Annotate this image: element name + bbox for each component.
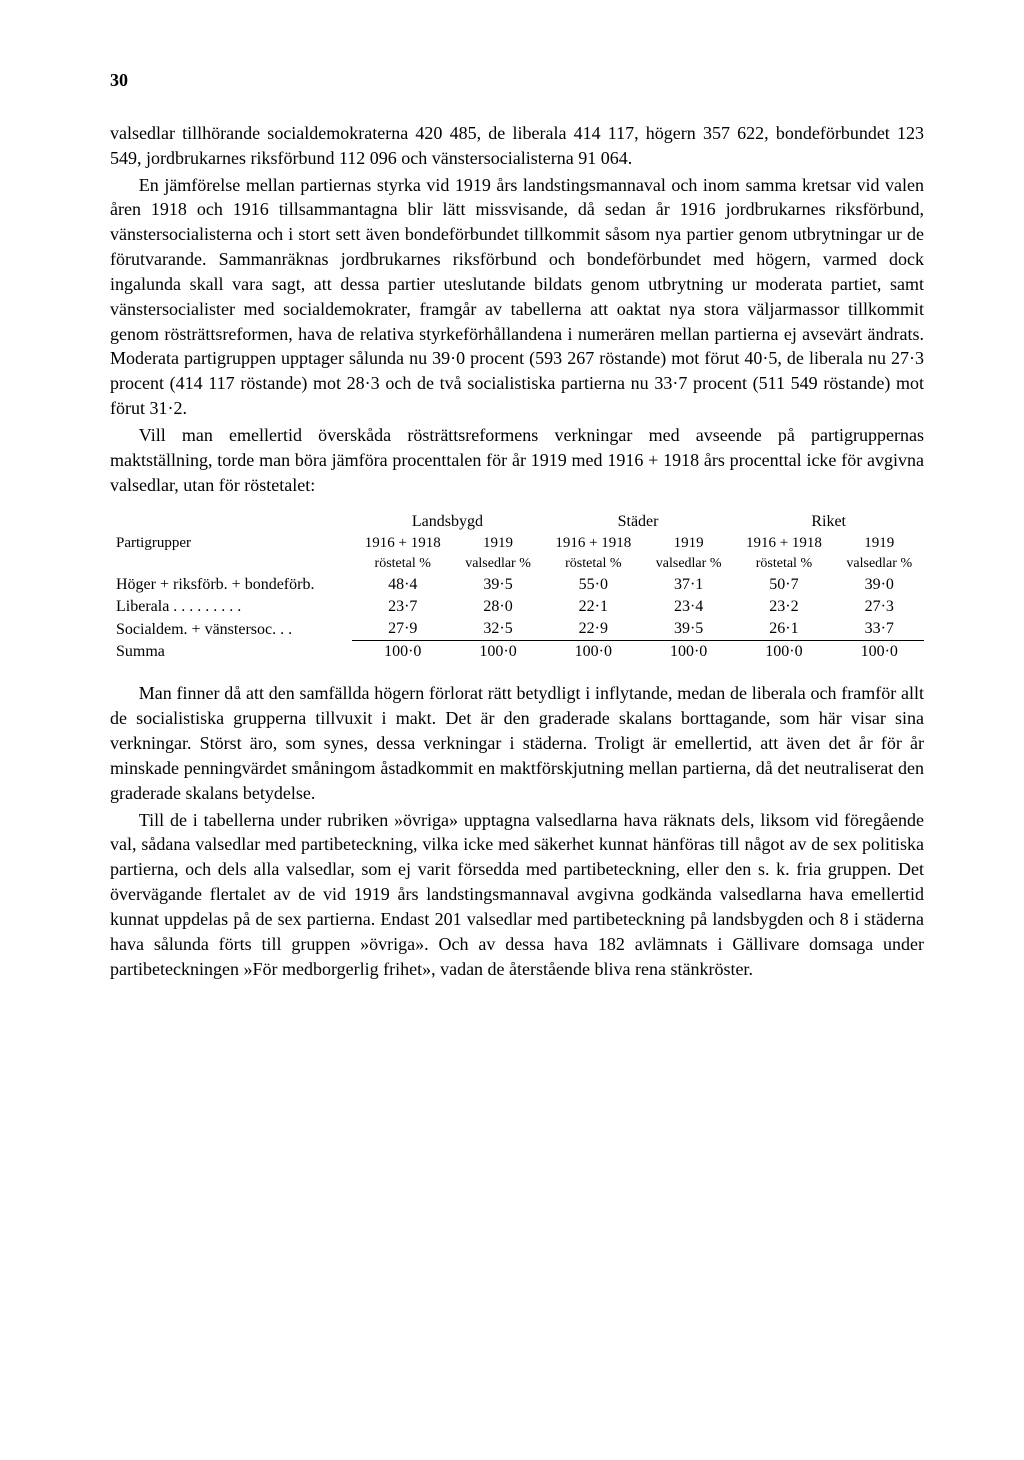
data-table: Landsbygd Städer Riket Partigrupper 1916… <box>110 511 924 663</box>
sum-cell: 100·0 <box>733 641 834 664</box>
paragraph-3: Vill man emellertid överskåda rösträttsr… <box>110 423 924 497</box>
row-label: Socialdem. + vänstersoc. . . <box>110 618 352 641</box>
party-table: Landsbygd Städer Riket Partigrupper 1916… <box>110 511 924 663</box>
table-unit-row: röstetal % valsedlar % röstetal % valsed… <box>110 554 924 574</box>
group-stader: Städer <box>543 511 734 533</box>
group-landsbygd: Landsbygd <box>352 511 543 533</box>
table-group-header: Landsbygd Städer Riket <box>110 511 924 533</box>
cell: 27·3 <box>835 596 924 618</box>
unit: röstetal % <box>352 554 453 574</box>
cell: 55·0 <box>543 574 644 596</box>
subcol: 1919 <box>453 533 542 554</box>
subcol: 1916 + 1918 <box>733 533 834 554</box>
subcol: 1916 + 1918 <box>543 533 644 554</box>
table-sub-header: Partigrupper 1916 + 1918 1919 1916 + 191… <box>110 533 924 554</box>
cell: 39·0 <box>835 574 924 596</box>
row-label: Höger + riksförb. + bondeförb. <box>110 574 352 596</box>
unit: röstetal % <box>543 554 644 574</box>
col-partigrupper: Partigrupper <box>110 533 352 554</box>
table-row: Liberala . . . . . . . . . 23·7 28·0 22·… <box>110 596 924 618</box>
subcol: 1916 + 1918 <box>352 533 453 554</box>
cell: 22·1 <box>543 596 644 618</box>
cell: 39·5 <box>644 618 733 641</box>
subcol: 1919 <box>835 533 924 554</box>
row-label: Liberala . . . . . . . . . <box>110 596 352 618</box>
group-riket: Riket <box>733 511 924 533</box>
cell: 39·5 <box>453 574 542 596</box>
table-sum-row: Summa 100·0 100·0 100·0 100·0 100·0 100·… <box>110 641 924 664</box>
sum-cell: 100·0 <box>352 641 453 664</box>
paragraph-4: Man finner då att den samfällda högern f… <box>110 681 924 805</box>
cell: 37·1 <box>644 574 733 596</box>
cell: 23·4 <box>644 596 733 618</box>
sum-cell: 100·0 <box>644 641 733 664</box>
paragraph-1: valsedlar tillhörande socialdemokraterna… <box>110 121 924 171</box>
unit: valsedlar % <box>453 554 542 574</box>
page: 30 valsedlar tillhörande socialdemokrate… <box>0 0 1024 1460</box>
cell: 27·9 <box>352 618 453 641</box>
cell: 28·0 <box>453 596 542 618</box>
cell: 50·7 <box>733 574 834 596</box>
table-row: Socialdem. + vänstersoc. . . 27·9 32·5 2… <box>110 618 924 641</box>
table-row: Höger + riksförb. + bondeförb. 48·4 39·5… <box>110 574 924 596</box>
unit: röstetal % <box>733 554 834 574</box>
cell: 26·1 <box>733 618 834 641</box>
cell: 22·9 <box>543 618 644 641</box>
cell: 23·2 <box>733 596 834 618</box>
unit: valsedlar % <box>644 554 733 574</box>
page-number: 30 <box>110 70 924 91</box>
cell: 23·7 <box>352 596 453 618</box>
cell: 48·4 <box>352 574 453 596</box>
sum-label: Summa <box>110 641 352 664</box>
sum-cell: 100·0 <box>835 641 924 664</box>
cell: 32·5 <box>453 618 542 641</box>
sum-cell: 100·0 <box>453 641 542 664</box>
sum-cell: 100·0 <box>543 641 644 664</box>
subcol: 1919 <box>644 533 733 554</box>
cell: 33·7 <box>835 618 924 641</box>
unit: valsedlar % <box>835 554 924 574</box>
paragraph-2: En jämförelse mellan partiernas styrka v… <box>110 173 924 421</box>
paragraph-5: Till de i tabellerna under rubriken »övr… <box>110 808 924 982</box>
